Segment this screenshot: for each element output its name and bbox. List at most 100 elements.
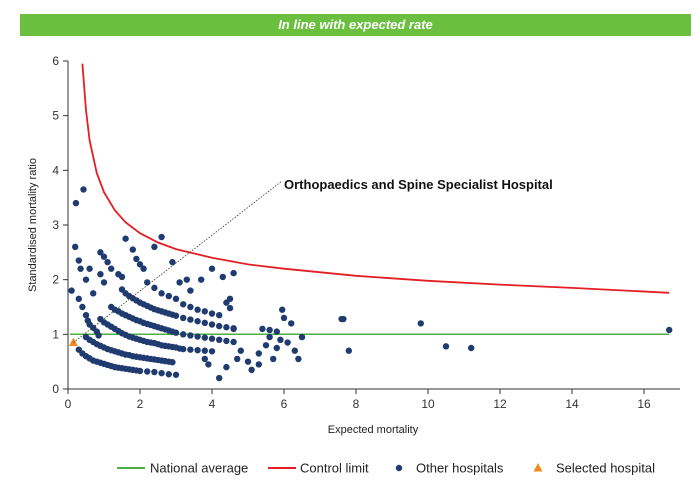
hospital-point (273, 328, 280, 335)
hospital-point (118, 273, 126, 281)
hospital-point (172, 371, 180, 378)
x-tick-label: 6 (281, 397, 288, 411)
legend: National average Control limit Other hospi… (117, 461, 655, 476)
hospital-point (201, 355, 208, 363)
x-tick-label: 14 (565, 397, 579, 411)
hospital-point (417, 320, 424, 327)
hospital-point (144, 368, 151, 375)
hospital-point (72, 199, 80, 207)
y-tick-label: 5 (52, 109, 59, 123)
hospital-point (100, 253, 108, 260)
legend-label: National average (150, 461, 248, 476)
hospital-point (165, 292, 172, 300)
x-tick-label: 0 (65, 397, 72, 411)
hospital-point (201, 347, 208, 354)
y-tick-label: 1 (52, 327, 59, 341)
hospital-point (216, 374, 223, 382)
selected-hospital-point (68, 337, 78, 347)
status-banner: In line with expected rate (20, 14, 691, 36)
hospital-point (180, 331, 187, 338)
y-tick-label: 3 (52, 218, 59, 232)
hospital-point (158, 369, 165, 377)
control-limit-line (81, 63, 670, 294)
hospital-point (104, 258, 111, 266)
legend-label: Selected hospital (556, 461, 655, 476)
hospital-point (208, 321, 216, 328)
hospital-point (442, 343, 450, 350)
hospital-point (158, 233, 165, 241)
hospital-point (230, 325, 237, 333)
hospital-point (208, 348, 216, 355)
x-tick-label: 2 (137, 397, 144, 411)
hospital-point (262, 342, 270, 349)
hospital-point (223, 337, 230, 345)
hospital-point (255, 361, 262, 368)
hospital-point (187, 287, 194, 294)
hospital-point (340, 315, 347, 323)
hospital-point (259, 325, 266, 333)
hospital-point (244, 358, 252, 365)
hospital-point (144, 279, 151, 286)
hospital-point (100, 279, 108, 286)
hospital-point (68, 287, 75, 294)
hospital-point (151, 284, 158, 292)
hospital-point (79, 303, 86, 311)
hospital-point (226, 295, 234, 302)
hospital-point (133, 255, 140, 263)
x-axis-label: Expected mortality (328, 424, 419, 436)
hospital-point (82, 276, 90, 283)
hospital-point (80, 186, 87, 193)
hospital-point (169, 359, 176, 366)
hospital-point (122, 235, 129, 242)
hospital-point (279, 306, 286, 313)
hospital-point (158, 290, 165, 297)
hospital-point (216, 312, 223, 319)
hospital-point (187, 316, 194, 323)
hospital-point (136, 261, 144, 268)
hospital-point (255, 350, 262, 357)
hospital-point (288, 320, 295, 327)
hospital-point (237, 347, 244, 354)
hospital-point (187, 303, 194, 311)
x-tick-label: 8 (353, 397, 360, 411)
hospital-point (86, 265, 93, 272)
hospital-point (205, 361, 212, 368)
reference-lines (69, 63, 670, 336)
hospital-point (208, 265, 216, 272)
hospital-point (216, 322, 223, 330)
y-tick-label: 6 (52, 54, 59, 68)
legend-swatch (533, 463, 543, 472)
hospital-point (194, 333, 201, 340)
y-axis-label: Standardised mortality ratio (27, 158, 39, 292)
hospital-point (72, 243, 79, 251)
hospital-point (201, 319, 208, 327)
hospital-point (75, 295, 83, 302)
hospital-point (298, 333, 306, 341)
legend-swatch (395, 464, 403, 472)
hospital-point (234, 355, 241, 363)
hospital-point (270, 355, 277, 363)
hospital-point (108, 265, 115, 272)
hospital-point (201, 308, 208, 315)
hospital-point (97, 271, 104, 278)
hospital-point (219, 273, 226, 281)
hospital-point (165, 371, 172, 378)
hospital-point (198, 276, 205, 283)
hospital-point (75, 257, 83, 264)
hospital-point (266, 333, 273, 341)
hospital-point (151, 368, 158, 376)
hospital-point (151, 243, 158, 251)
hospital-point (129, 246, 136, 253)
x-tick-label: 10 (421, 397, 435, 411)
hospital-point (176, 279, 183, 286)
x-tick-label: 16 (637, 397, 651, 411)
hospital-point (95, 332, 102, 339)
hospital-point (187, 332, 194, 339)
hospital-point (468, 344, 475, 352)
hospital-point (77, 265, 84, 272)
hospital-point (230, 338, 237, 346)
hospital-point (216, 336, 223, 343)
y-tick-label: 0 (52, 382, 59, 396)
hospital-point (136, 367, 144, 375)
